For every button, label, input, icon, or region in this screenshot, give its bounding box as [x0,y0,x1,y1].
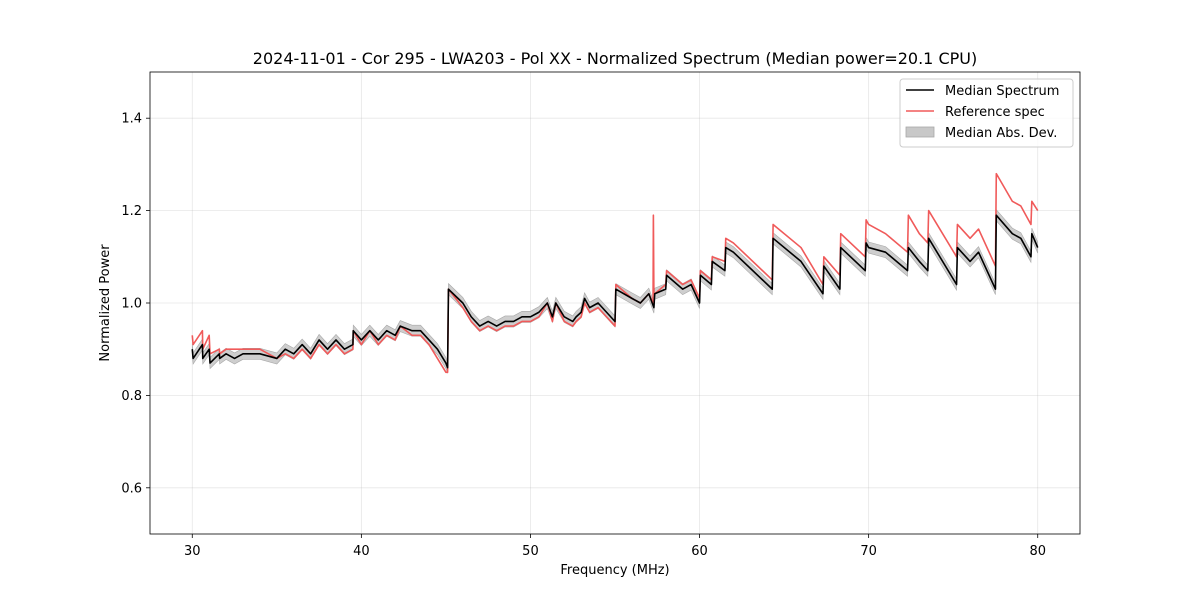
legend-label-mad: Median Abs. Dev. [945,126,1057,141]
legend-frame [899,78,1074,148]
chart-title: 2024-11-01 - Cor 295 - LWA203 - Pol XX -… [253,49,977,68]
y-axis-label: Normalized Power [98,244,113,362]
y-axis-ticks: 0.6 0.8 1.0 1.2 1.4 [121,112,150,496]
reference-spectrum-line [191,172,1039,374]
series-layer [191,172,1039,374]
legend-label-median: Median Spectrum [945,84,1059,99]
x-tick-label: 80 [1029,544,1046,559]
x-tick-label: 50 [522,544,539,559]
median-spectrum-line [191,214,1039,369]
y-tick-label: 0.8 [121,389,142,404]
x-tick-label: 60 [691,544,708,559]
x-tick-label: 70 [860,544,877,559]
x-axis-label: Frequency (MHz) [560,563,669,578]
y-tick-label: 0.6 [121,481,142,496]
x-tick-label: 40 [353,544,370,559]
legend: Median Spectrum Reference spec Median Ab… [899,78,1074,148]
x-axis-ticks: 30 40 50 60 70 80 [184,534,1046,559]
x-tick-label: 30 [184,544,201,559]
legend-label-reference: Reference spec [945,105,1045,120]
y-tick-label: 1.0 [121,297,142,312]
legend-swatch-mad [905,126,935,138]
y-tick-label: 1.2 [121,204,142,219]
y-tick-label: 1.4 [121,112,142,127]
